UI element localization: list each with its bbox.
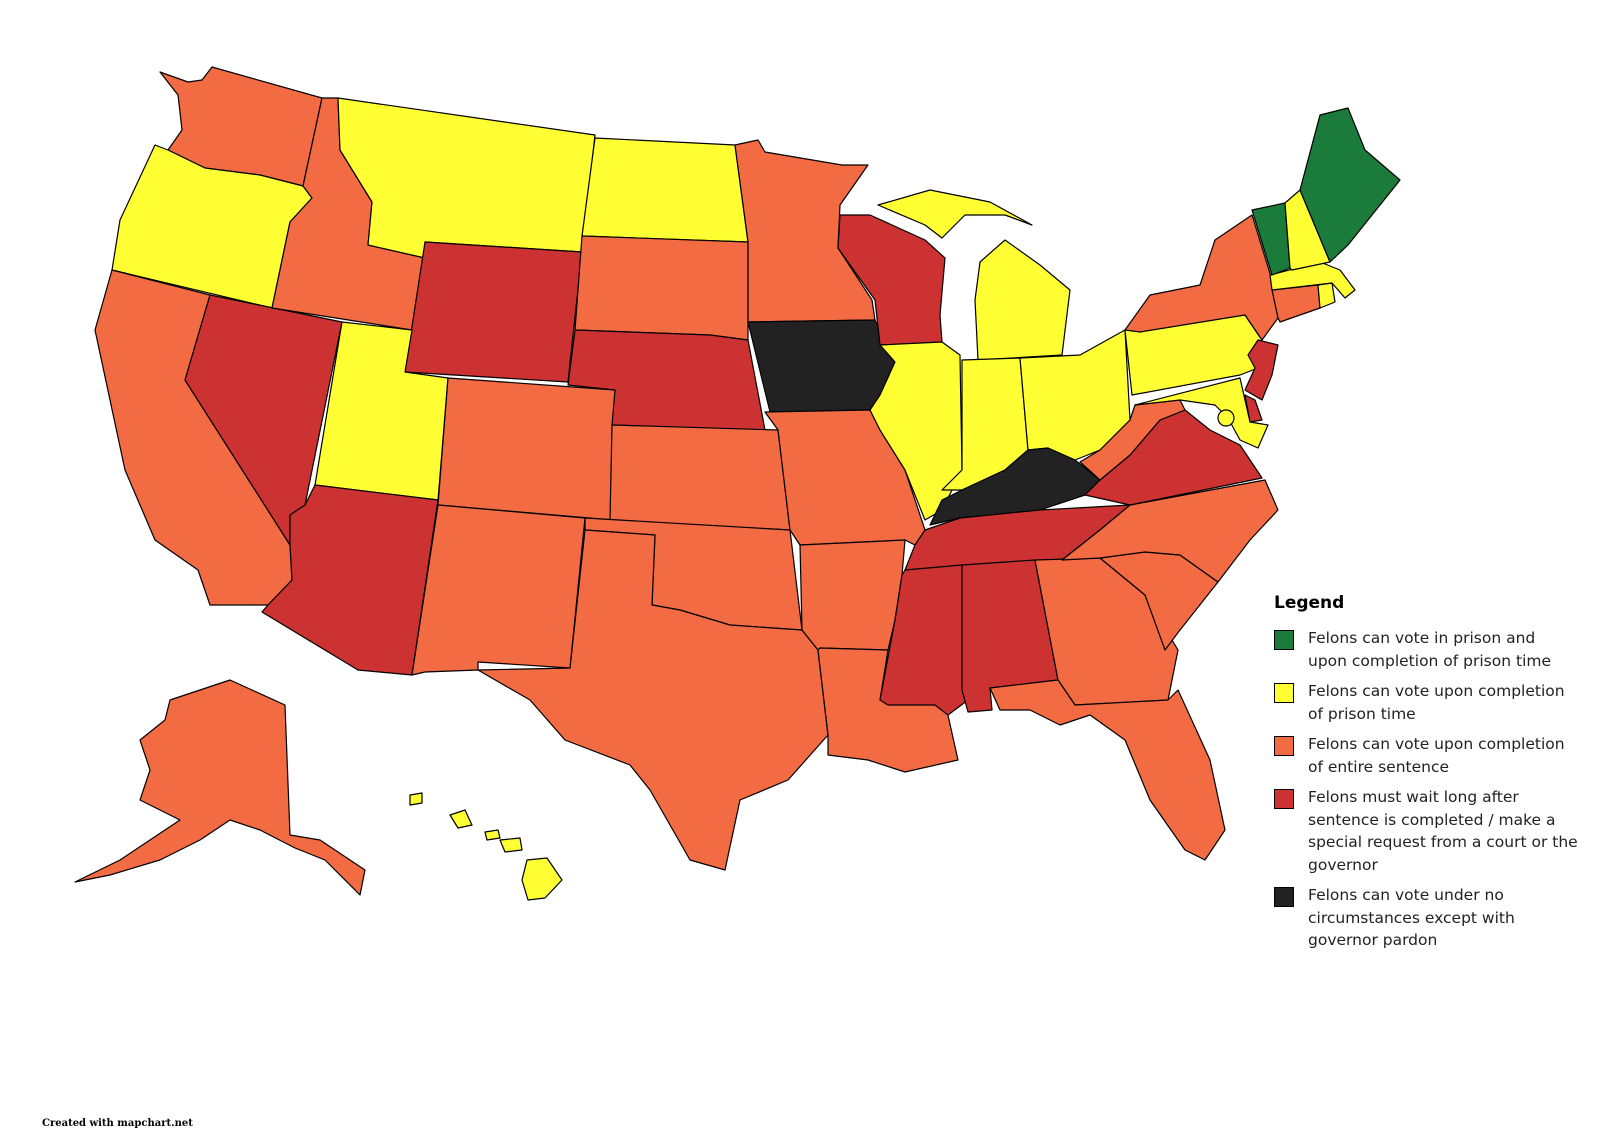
legend-swatch-yellow bbox=[1274, 683, 1294, 703]
state-new-jersey bbox=[1244, 339, 1279, 401]
legend-title: Legend bbox=[1274, 593, 1345, 613]
state-illinois bbox=[869, 341, 963, 521]
legend-item: Felons can vote upon completion of entir… bbox=[1274, 733, 1594, 778]
state-west-virginia bbox=[1079, 399, 1186, 481]
state-rhode-island bbox=[1317, 282, 1336, 309]
legend-swatch-red bbox=[1274, 789, 1294, 809]
legend-label: Felons must wait long after sentence is … bbox=[1308, 788, 1578, 874]
state-alaska bbox=[74, 679, 366, 896]
state-north-carolina bbox=[1061, 479, 1279, 583]
state-south-dakota bbox=[574, 235, 749, 341]
state-florida bbox=[989, 679, 1226, 861]
state-maine bbox=[1299, 107, 1401, 263]
legend-item: Felons can vote upon completion of priso… bbox=[1274, 680, 1594, 725]
state-district-of-columbia bbox=[1217, 409, 1235, 427]
legend-label: Felons can vote upon completion of priso… bbox=[1308, 682, 1565, 723]
state-iowa bbox=[747, 319, 896, 413]
state-new-hampshire bbox=[1284, 189, 1331, 271]
state-north-dakota bbox=[581, 137, 749, 243]
state-montana bbox=[337, 97, 596, 259]
legend-item: Felons can vote under no circumstances e… bbox=[1274, 884, 1594, 952]
state-wisconsin bbox=[837, 214, 946, 346]
legend-label: Felons can vote in prison and upon compl… bbox=[1308, 629, 1552, 670]
legend-item: Felons can vote in prison and upon compl… bbox=[1274, 627, 1594, 672]
state-wyoming bbox=[404, 241, 583, 383]
legend-label: Felons can vote under no circumstances e… bbox=[1308, 886, 1515, 949]
state-connecticut bbox=[1271, 284, 1321, 323]
legend-item: Felons must wait long after sentence is … bbox=[1274, 786, 1594, 876]
state-new-york bbox=[1124, 214, 1279, 341]
state-texas bbox=[477, 529, 829, 871]
legend: Legend Felons can vote in prison and upo… bbox=[1274, 593, 1594, 960]
state-colorado bbox=[437, 377, 616, 521]
legend-swatch-green bbox=[1274, 630, 1294, 650]
legend-label: Felons can vote upon completion of entir… bbox=[1308, 735, 1565, 776]
state-maryland bbox=[1134, 377, 1269, 449]
state-michigan bbox=[877, 189, 1071, 361]
state-kansas bbox=[609, 424, 791, 531]
state-hawaii bbox=[409, 792, 563, 901]
state-new-mexico bbox=[411, 504, 586, 676]
state-arkansas bbox=[799, 539, 906, 651]
legend-swatch-black bbox=[1274, 887, 1294, 907]
legend-swatch-orange bbox=[1274, 736, 1294, 756]
credit-text: Created with mapchart.net bbox=[42, 1118, 193, 1129]
